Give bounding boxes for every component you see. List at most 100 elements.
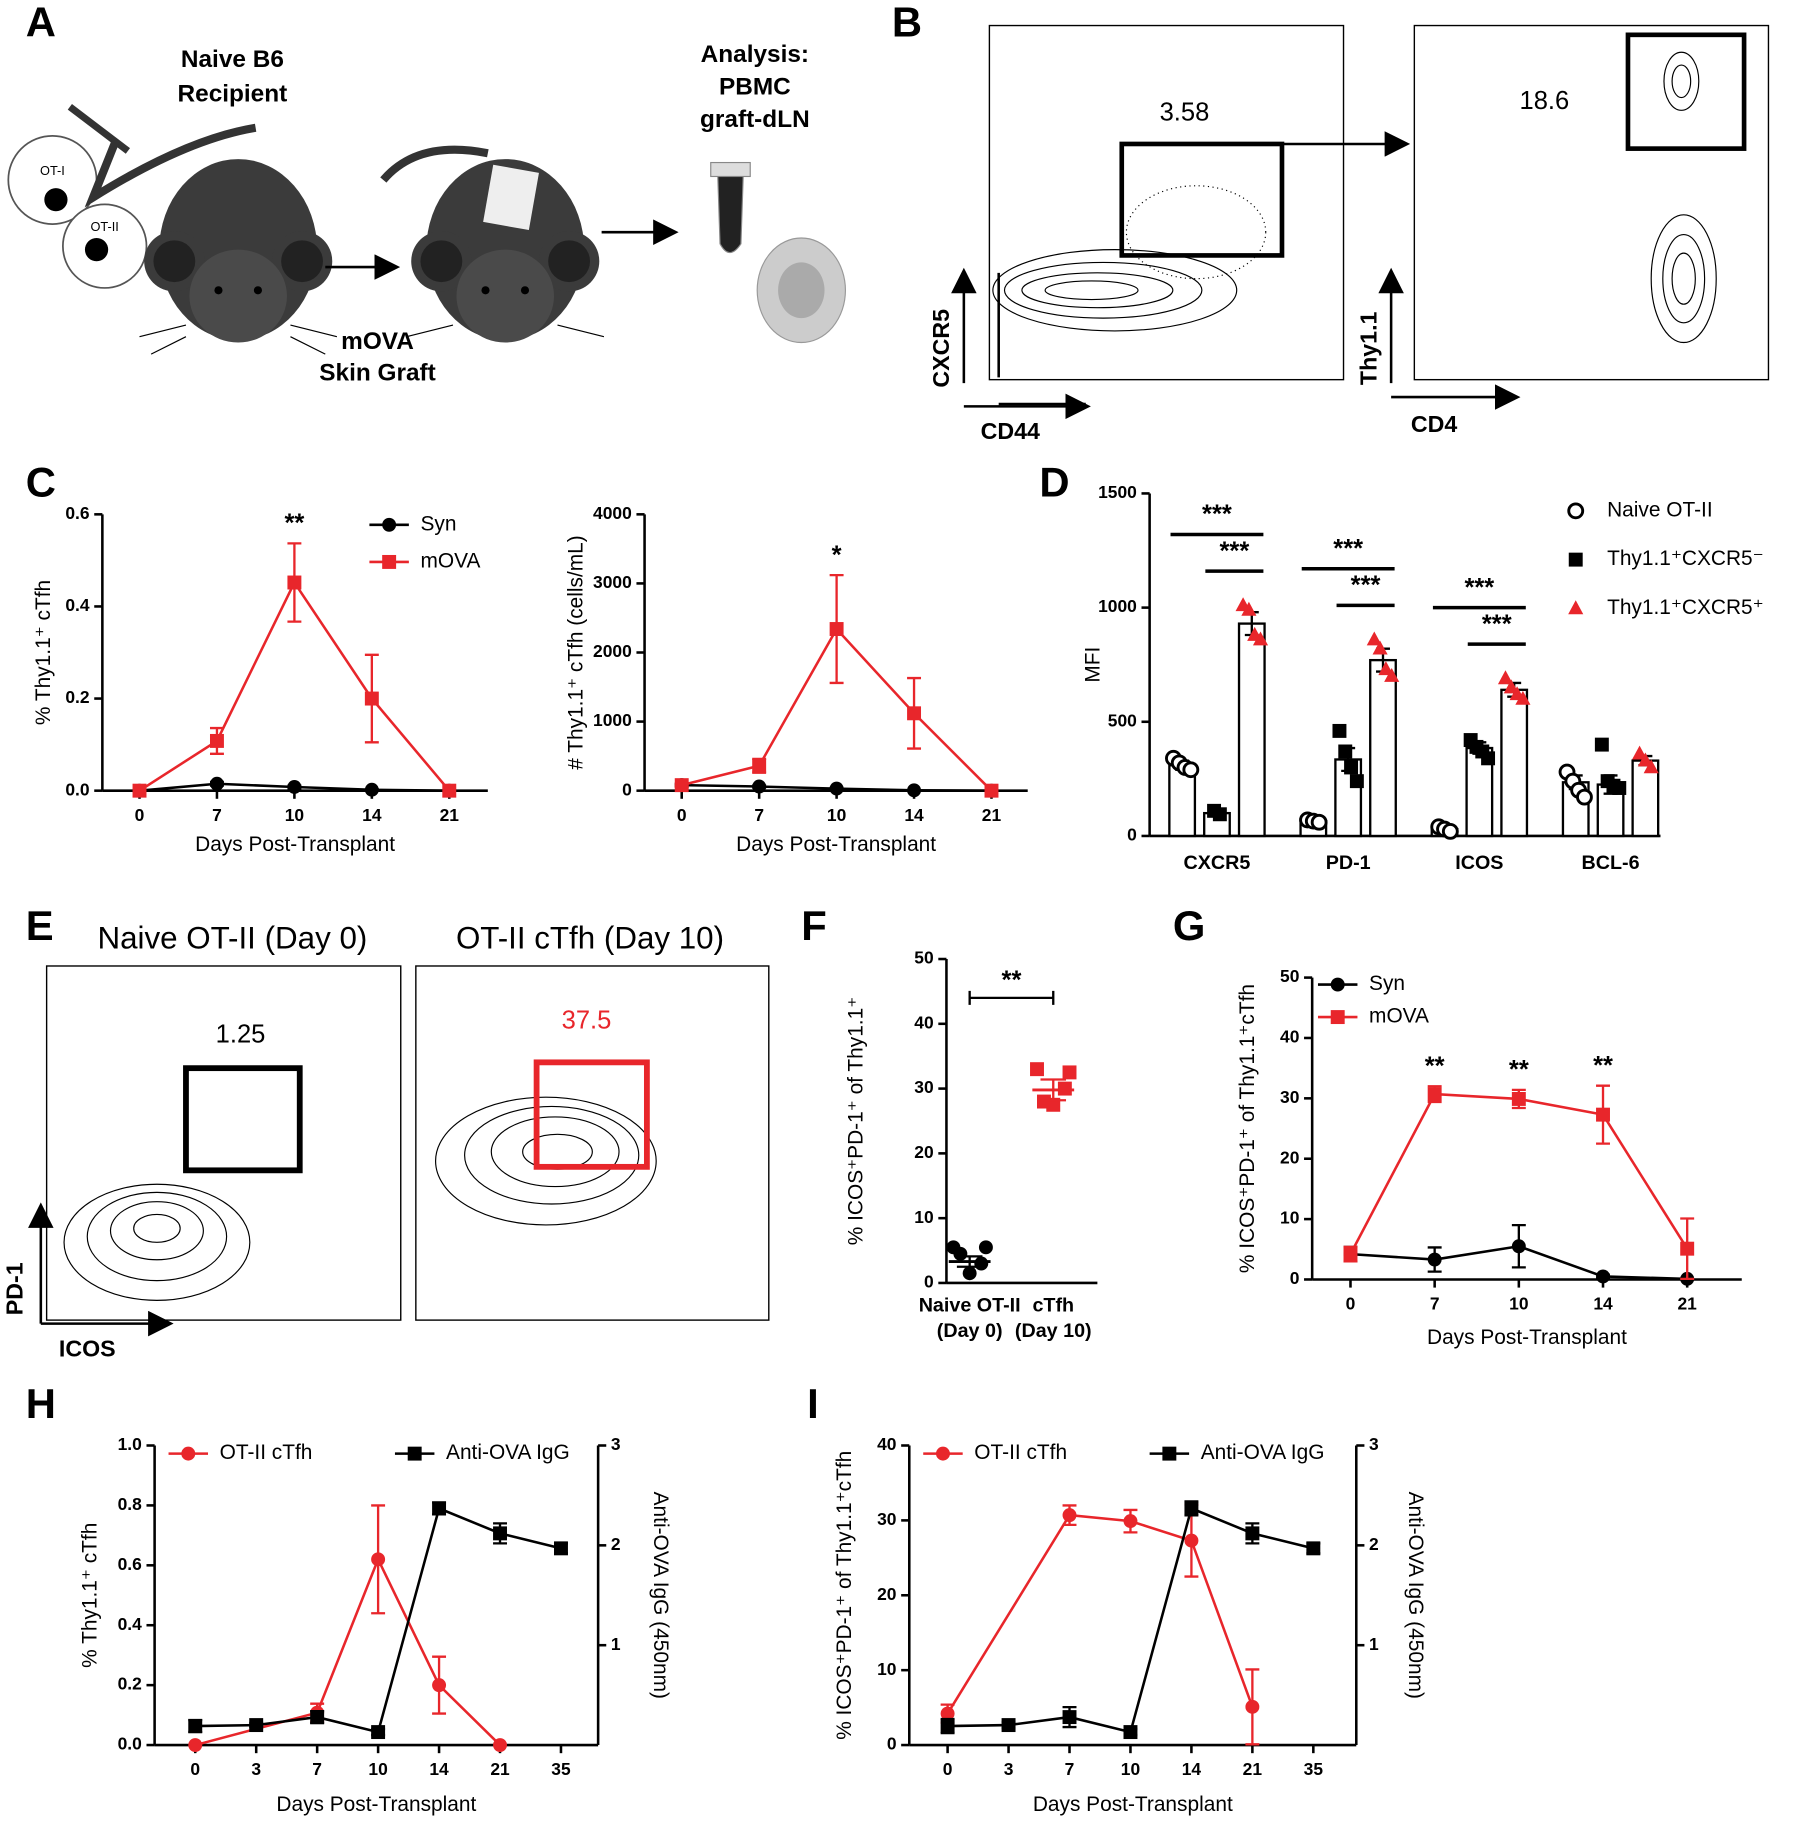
marker	[188, 1738, 203, 1753]
legend-label: Anti-OVA IgG	[1201, 1441, 1325, 1464]
y2-axis-label: Anti-OVA IgG (450nm)	[1404, 1492, 1427, 1699]
marker	[1030, 1062, 1044, 1077]
marker	[371, 1725, 386, 1740]
y-tick-label: 0	[924, 1272, 934, 1292]
legend-label: Syn	[420, 512, 456, 535]
y2-axis-label: Anti-OVA IgG (450nm)	[649, 1492, 672, 1699]
marker	[287, 780, 302, 794]
y-tick-label: 3	[611, 1434, 621, 1454]
marker	[1184, 1501, 1199, 1516]
marker	[1001, 1718, 1016, 1733]
marker	[907, 706, 922, 721]
marker	[1123, 1514, 1138, 1529]
y-tick-label: 0.8	[118, 1494, 143, 1514]
diagram-label: mOVA	[341, 328, 414, 355]
gate	[183, 1065, 303, 1174]
marker	[1680, 1241, 1695, 1256]
x-tick-label: 10	[285, 805, 304, 825]
marker	[1310, 813, 1328, 831]
flow-title: OT-II cTfh (Day 10)	[456, 921, 724, 956]
bar	[1500, 688, 1529, 838]
x-tick-label: cTfh	[1032, 1294, 1074, 1316]
y-tick-label: 0	[1127, 825, 1137, 845]
x-tick-label: 10	[368, 1759, 387, 1779]
x-tick-label: 21	[1243, 1759, 1263, 1779]
x-tick-label: (Day 0)	[937, 1320, 1003, 1342]
x-tick-label: 0	[190, 1759, 200, 1779]
marker	[1637, 752, 1653, 767]
significance: **	[1425, 1052, 1445, 1080]
marker	[1245, 1526, 1260, 1541]
marker	[940, 1706, 955, 1721]
gate-frequency: 1.25	[216, 1020, 266, 1048]
marker	[371, 1552, 386, 1567]
bar	[1369, 658, 1397, 838]
legend-marker	[1568, 552, 1583, 567]
y-axis-label: % ICOS⁺PD-1⁺ of Thy1.1⁺	[845, 997, 868, 1245]
marker	[1062, 1508, 1077, 1523]
diagram-label: Recipient	[178, 81, 288, 108]
y-axis-label: % Thy1.1⁺ cTfh	[78, 1523, 101, 1668]
marker	[1384, 667, 1400, 682]
marker	[1643, 759, 1659, 774]
marker	[209, 776, 224, 791]
legend-marker	[382, 517, 397, 532]
x-tick-label: ICOS	[1455, 852, 1503, 874]
y-tick-label: 1500	[1098, 482, 1137, 502]
marker	[829, 781, 844, 796]
x-axis-label: Days Post-Transplant	[1033, 1793, 1233, 1816]
x-tick-label: Naive OT-II	[919, 1294, 1021, 1316]
gate-frequency: 3.58	[1160, 99, 1210, 127]
gate-frequency: 18.6	[1520, 87, 1570, 115]
series-line	[194, 1556, 501, 1747]
marker	[310, 1710, 325, 1725]
marker	[1497, 670, 1514, 685]
x-tick-label: 14	[1182, 1759, 1202, 1779]
marker	[493, 1738, 507, 1753]
flow-axis-label: Thy1.1	[1355, 311, 1381, 385]
y-tick-label: 1	[1369, 1634, 1379, 1654]
legend-marker	[1162, 1446, 1177, 1461]
legend-label: OT-II cTfh	[974, 1441, 1067, 1464]
x-tick-label: CXCR5	[1184, 852, 1251, 874]
marker	[1245, 1699, 1260, 1714]
marker	[1503, 679, 1519, 694]
marker	[1241, 601, 1257, 616]
y-tick-label: 0.0	[65, 779, 89, 799]
error-bar	[1040, 1078, 1067, 1102]
marker	[974, 1256, 989, 1271]
marker	[984, 783, 999, 798]
error-bar	[956, 1255, 983, 1268]
significance: ***	[1333, 535, 1363, 563]
panel-label: G	[1173, 902, 1206, 949]
marker	[1427, 1252, 1442, 1267]
legend-marker	[407, 1446, 422, 1461]
y-tick-label: 2000	[593, 641, 632, 661]
y-tick-label: 2	[611, 1534, 621, 1554]
y-tick-label: 0.2	[65, 687, 89, 707]
marker	[1372, 640, 1388, 655]
marker	[1062, 1065, 1077, 1080]
x-tick-label: 35	[551, 1759, 571, 1779]
y-tick-label: 30	[877, 1509, 896, 1529]
x-tick-label: 35	[1304, 1759, 1324, 1779]
significance: ***	[1482, 610, 1512, 638]
significance: ***	[1351, 572, 1381, 600]
legend-marker	[382, 554, 397, 569]
marker	[1212, 807, 1227, 822]
y-tick-label: 30	[1280, 1087, 1299, 1107]
marker	[1594, 737, 1609, 752]
marker	[1252, 631, 1269, 646]
x-axis-label: Days Post-Transplant	[195, 833, 395, 856]
gate-frequency: 37.5	[562, 1006, 612, 1034]
legend-marker	[1330, 977, 1345, 992]
flow-plot	[951, 24, 1770, 420]
significance: *	[832, 541, 842, 569]
y-tick-label: 1000	[593, 710, 632, 730]
y-tick-label: 0.2	[118, 1674, 142, 1694]
x-axis-label: Days Post-Transplant	[736, 833, 936, 856]
panel-label: B	[892, 0, 922, 46]
x-tick-label: 21	[490, 1759, 510, 1779]
x-axis-label: Days Post-Transplant	[1427, 1326, 1627, 1349]
marker	[953, 1246, 968, 1261]
